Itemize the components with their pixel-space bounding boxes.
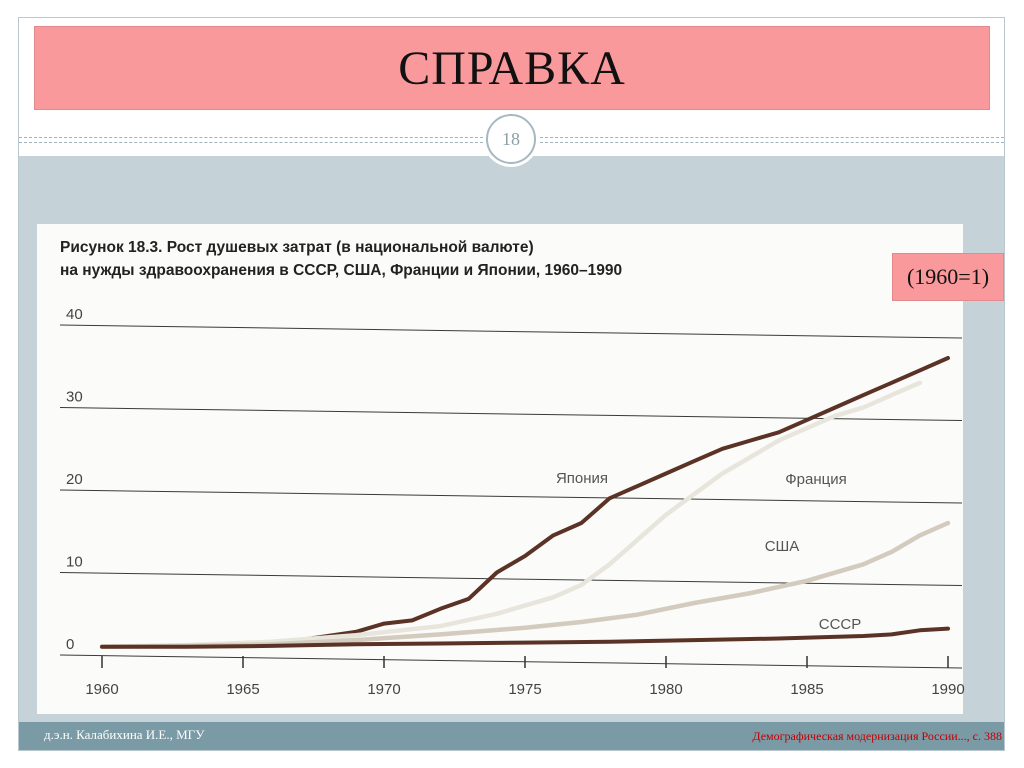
chart-title-line-2: на нужды здравоохранения в СССР, США, Фр… [60,262,623,279]
index-note: (1960=1) [892,253,1004,301]
title-banner: СПРАВКА [34,26,990,110]
slide-number-badge: 18 [486,114,536,164]
footer-bar [19,722,1004,750]
series-label: Япония [556,470,608,487]
gridline [59,489,963,504]
gridline [59,654,963,669]
x-tick-label: 1990 [931,681,964,698]
chart-title-line-1: Рисунок 18.3. Рост душевых затрат (в нац… [60,239,534,256]
gridline [59,572,963,586]
x-tick-label: 1980 [649,681,682,698]
series-label: США [765,538,800,555]
x-tick-label: 1965 [226,681,259,698]
series-label: СССР [819,616,862,633]
chart-title: Рисунок 18.3. Рост душевых затрат (в нац… [60,236,622,282]
x-tick-label: 1975 [508,681,541,698]
y-tick-label: 30 [66,389,83,406]
footer-author: д.э.н. Калабихина И.Е., МГУ [44,727,205,742]
y-tick-label: 40 [66,306,83,323]
series-line [99,520,951,650]
gridline [59,324,963,339]
y-tick-label: 20 [66,471,83,488]
slide-title: СПРАВКА [398,41,626,95]
y-tick-label: 10 [66,554,83,571]
series-line [241,356,950,648]
series-line [99,380,923,650]
footer-source: Демографическая модернизация России..., … [752,729,1002,743]
chart-figure [37,224,963,714]
slide-number: 18 [502,128,520,149]
x-tick-label: 1985 [790,681,823,698]
series-label: Франция [785,471,846,488]
y-tick-label: 0 [66,636,74,653]
index-note-text: (1960=1) [906,264,990,289]
series-line [100,626,950,649]
x-tick-label: 1960 [85,681,118,698]
x-tick-label: 1970 [367,681,400,698]
